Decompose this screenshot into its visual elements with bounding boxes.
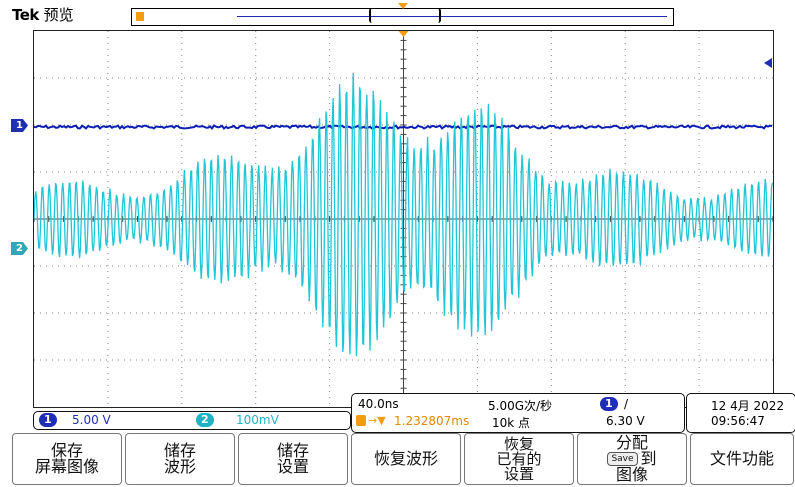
assign-label: 分配 bbox=[615, 433, 648, 452]
clock-date: 12 4月 2022 bbox=[711, 399, 785, 413]
save-waveform-button[interactable]: 储存 波形 bbox=[125, 433, 235, 485]
channel2-scale: 100mV bbox=[236, 413, 279, 427]
record-length: 10k 点 bbox=[492, 416, 531, 430]
brand-label: Tek bbox=[12, 6, 39, 24]
trigger-source-badge: 1 bbox=[600, 397, 618, 411]
trigger-slope: / bbox=[624, 397, 629, 411]
channel1-marker-label: 1 bbox=[16, 120, 23, 131]
trigger-level-icon bbox=[764, 58, 772, 68]
trigger-top-icon bbox=[398, 31, 409, 37]
save-setup-button[interactable]: 储存 设置 bbox=[238, 433, 348, 485]
mode-label: 预览 bbox=[43, 6, 74, 24]
clock-time: 09:56:47 bbox=[711, 414, 765, 428]
save-screen-image-button[interactable]: 保存 屏幕图像 bbox=[12, 433, 122, 485]
view-window[interactable] bbox=[369, 8, 441, 23]
channel-readout[interactable]: 1 5.00 V 2 100mV bbox=[33, 411, 351, 430]
channel2-badge: 2 bbox=[196, 413, 214, 427]
waveform-display[interactable] bbox=[33, 30, 774, 408]
trigger-position-icon bbox=[136, 12, 144, 21]
assign-save-to-image-button[interactable]: 分配 Save 到 图像 bbox=[577, 433, 687, 485]
channel2-trace bbox=[34, 72, 773, 357]
trigger-position: 1.232807ms bbox=[394, 414, 470, 428]
timebase-readout[interactable]: 40.0ns 5.00G次/秒 →▼ 1.232807ms 10k 点 1 / … bbox=[351, 393, 685, 433]
file-utilities-button[interactable]: 文件功能 bbox=[690, 433, 794, 485]
trigger-arrow-icon: →▼ bbox=[368, 414, 386, 427]
scope-brand: Tek 预览 bbox=[12, 4, 74, 25]
channel1-trace bbox=[34, 124, 773, 130]
record-overview-bar[interactable] bbox=[131, 3, 674, 26]
sample-rate: 5.00G次/秒 bbox=[488, 399, 553, 413]
image-label: 图像 bbox=[615, 465, 648, 484]
channel1-marker[interactable]: 1 bbox=[11, 119, 28, 132]
recall-waveform-button[interactable]: 恢复波形 bbox=[351, 433, 461, 485]
channel2-marker[interactable]: 2 bbox=[11, 242, 28, 255]
graticule-svg bbox=[34, 31, 773, 407]
channel2-marker-label: 2 bbox=[16, 243, 23, 254]
trigger-point-icon bbox=[398, 3, 408, 9]
recall-default-setup-button[interactable]: 恢复 已有的 设置 bbox=[464, 433, 574, 485]
trigger-pos-icon bbox=[356, 415, 366, 426]
trigger-level: 6.30 V bbox=[606, 414, 645, 428]
timebase-scale: 40.0ns bbox=[358, 397, 399, 411]
record-line bbox=[237, 16, 667, 17]
clock-readout: 12 4月 2022 09:56:47 bbox=[686, 393, 795, 433]
channel1-badge: 1 bbox=[39, 413, 57, 427]
channel1-scale: 5.00 V bbox=[72, 413, 111, 427]
to-label: 到 bbox=[640, 449, 657, 468]
save-key-icon: Save bbox=[607, 452, 638, 466]
